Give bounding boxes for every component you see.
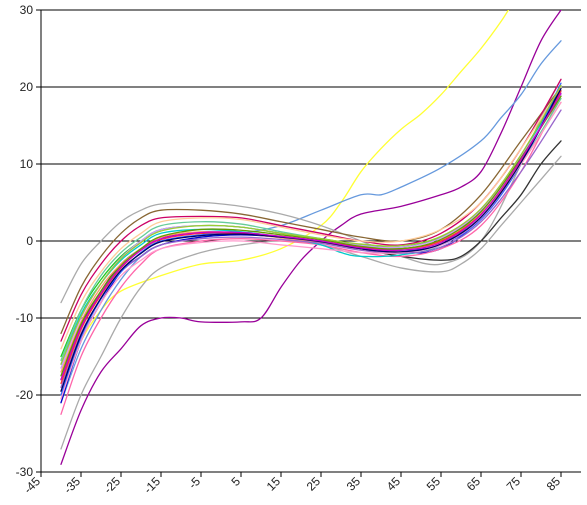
series-line-6 (60, 86, 562, 335)
series-lines (60, 10, 562, 465)
x-tick-label: 65 (464, 474, 484, 494)
series-line-4 (60, 78, 562, 304)
y-tick-label: -30 (16, 465, 34, 479)
x-tick-label: 55 (424, 474, 444, 494)
axes (36, 9, 581, 477)
series-line-5 (60, 155, 562, 450)
y-tick-label: 0 (26, 234, 33, 248)
series-line-12 (60, 78, 562, 342)
x-tick-label: 15 (264, 474, 284, 494)
series-line-24 (60, 92, 562, 381)
x-tick-label: -25 (101, 474, 123, 496)
x-tick-label: 85 (544, 474, 564, 494)
x-tick-label: -15 (141, 474, 163, 496)
x-tick-label: -35 (61, 474, 83, 496)
x-tick-label: 45 (384, 474, 404, 494)
y-tick-label: 10 (20, 157, 34, 171)
y-tick-label: 20 (20, 80, 34, 94)
series-line-10 (60, 94, 562, 415)
y-tick-label: 30 (20, 3, 34, 17)
x-tick-label: 35 (344, 474, 364, 494)
series-line-20 (60, 86, 562, 350)
series-line-3 (60, 40, 562, 404)
y-tick-label: -10 (16, 311, 34, 325)
x-tick-label: 25 (304, 474, 324, 494)
series-line-19 (60, 95, 562, 377)
series-line-2 (60, 10, 562, 465)
series-line-23 (60, 87, 562, 392)
series-line-22 (60, 84, 562, 365)
x-tick-label: 75 (504, 474, 524, 494)
y-tick-label: -20 (16, 388, 34, 402)
series-line-1 (60, 10, 510, 392)
